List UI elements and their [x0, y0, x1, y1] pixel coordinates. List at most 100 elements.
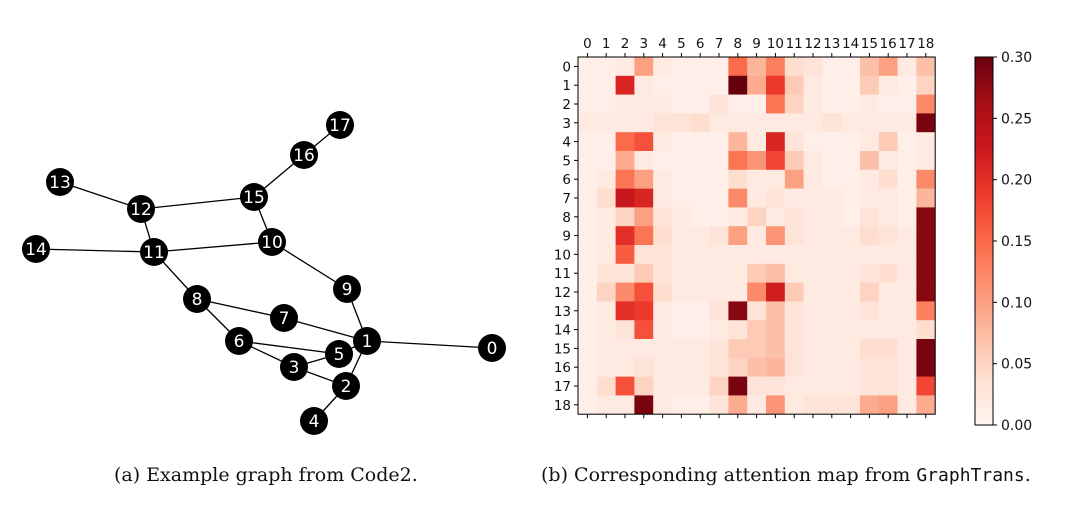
heatmap-cell-0-9	[747, 57, 767, 77]
heatmap-cell-17-3	[634, 376, 654, 396]
x-tick-label: 16	[880, 36, 897, 52]
heatmap-cell-4-8	[728, 132, 748, 152]
heatmap-cell-17-0	[578, 376, 598, 396]
heatmap-cell-3-6	[690, 113, 710, 133]
heatmap-cell-17-2	[615, 376, 635, 396]
heatmap-cell-9-16	[878, 226, 898, 246]
heatmap-cell-18-15	[860, 395, 880, 415]
heatmap-cell-17-9	[747, 376, 767, 396]
heatmap-cell-2-15	[860, 94, 880, 114]
heatmap-cell-4-18	[916, 132, 936, 152]
heatmap-cell-15-15	[860, 339, 880, 359]
heatmap-cell-11-15	[860, 263, 880, 283]
heatmap-cell-17-13	[822, 376, 842, 396]
heatmap-cell-2-1	[596, 94, 616, 114]
heatmap-cell-4-17	[897, 132, 917, 152]
heatmap-cell-6-17	[897, 169, 917, 189]
heatmap-cell-14-7	[709, 320, 729, 340]
heatmap-cell-12-1	[596, 282, 616, 302]
heatmap-cell-10-18	[916, 245, 936, 265]
x-tick-label: 13	[823, 36, 840, 52]
heatmap-cell-13-12	[803, 301, 823, 321]
heatmap-cell-10-1	[596, 245, 616, 265]
heatmap-cell-6-11	[784, 169, 804, 189]
heatmap-cell-7-5	[672, 188, 692, 208]
heatmap-cell-2-6	[690, 94, 710, 114]
heatmap-cell-4-0	[578, 132, 598, 152]
heatmap-cell-13-10	[766, 301, 786, 321]
graph-edge-13-12	[59, 181, 142, 210]
graph-node-1: 1	[353, 327, 381, 355]
heatmap-cell-0-0	[578, 57, 598, 77]
heatmap-cell-18-8	[728, 395, 748, 415]
heatmap-cell-9-5	[672, 226, 692, 246]
heatmap-cell-12-8	[728, 282, 748, 302]
heatmap-cell-7-11	[784, 188, 804, 208]
graph-node-10: 10	[258, 228, 286, 256]
heatmap-cell-18-4	[653, 395, 673, 415]
graph-node-label: 12	[130, 200, 152, 220]
graph-node-circle	[300, 407, 328, 435]
heatmap-cell-0-2	[615, 57, 635, 77]
y-tick-label: 15	[554, 341, 571, 357]
heatmap-cell-13-11	[784, 301, 804, 321]
heatmap-cell-8-8	[728, 207, 748, 227]
heatmap-cell-11-11	[784, 263, 804, 283]
graph-edge-6-5	[238, 340, 340, 355]
heatmap-cell-5-9	[747, 151, 767, 171]
heatmap-cell-5-2	[615, 151, 635, 171]
heatmap-cell-5-18	[916, 151, 936, 171]
heatmap-cell-15-17	[897, 339, 917, 359]
heatmap-cell-18-2	[615, 395, 635, 415]
x-tick-label: 18	[917, 36, 934, 52]
heatmap-cell-12-0	[578, 282, 598, 302]
heatmap-cell-18-7	[709, 395, 729, 415]
heatmap-cell-4-14	[841, 132, 861, 152]
heatmap-cell-10-14	[841, 245, 861, 265]
heatmap-cell-1-9	[747, 75, 767, 95]
heatmap-cell-7-0	[578, 188, 598, 208]
heatmap-cell-2-14	[841, 94, 861, 114]
heatmap-cell-18-17	[897, 395, 917, 415]
y-tick-label: 6	[562, 172, 571, 188]
graph-node-15: 15	[240, 183, 268, 211]
heatmap-cell-7-1	[596, 188, 616, 208]
heatmap-cell-0-10	[766, 57, 786, 77]
heatmap-cell-0-8	[728, 57, 748, 77]
heatmap-cell-8-3	[634, 207, 654, 227]
heatmap-cell-5-6	[690, 151, 710, 171]
heatmap-cell-3-5	[672, 113, 692, 133]
heatmap-cell-6-15	[860, 169, 880, 189]
heatmap-cell-18-16	[878, 395, 898, 415]
colorbar-scale	[974, 56, 994, 426]
heatmap-cell-7-4	[653, 188, 673, 208]
graph-node-circle	[46, 168, 74, 196]
graph-node-circle	[183, 285, 211, 313]
heatmap-cell-1-6	[690, 75, 710, 95]
heatmap-cell-18-9	[747, 395, 767, 415]
heatmap-cell-12-9	[747, 282, 767, 302]
heatmap-cell-10-10	[766, 245, 786, 265]
graph-node-circle	[225, 327, 253, 355]
graph-node-circle	[240, 183, 268, 211]
y-tick-label: 8	[562, 210, 571, 226]
caption-attention-map: (b) Corresponding attention map from Gra…	[541, 464, 1031, 486]
heatmap-cell-17-15	[860, 376, 880, 396]
heatmap-cell-8-14	[841, 207, 861, 227]
heatmap-cell-4-11	[784, 132, 804, 152]
heatmap-cell-11-1	[596, 263, 616, 283]
heatmap-cell-13-9	[747, 301, 767, 321]
heatmap-cell-12-13	[822, 282, 842, 302]
heatmap-cell-9-0	[578, 226, 598, 246]
heatmap-cell-1-5	[672, 75, 692, 95]
x-tick-label: 11	[786, 36, 803, 52]
heatmap-cell-13-15	[860, 301, 880, 321]
heatmap-cell-12-15	[860, 282, 880, 302]
heatmap-cell-11-13	[822, 263, 842, 283]
heatmap-cell-14-1	[596, 320, 616, 340]
heatmap-cell-12-16	[878, 282, 898, 302]
graph-node-label: 5	[334, 345, 345, 365]
heatmap-cell-4-3	[634, 132, 654, 152]
heatmap-cell-10-2	[615, 245, 635, 265]
heatmap-cell-16-5	[672, 357, 692, 377]
